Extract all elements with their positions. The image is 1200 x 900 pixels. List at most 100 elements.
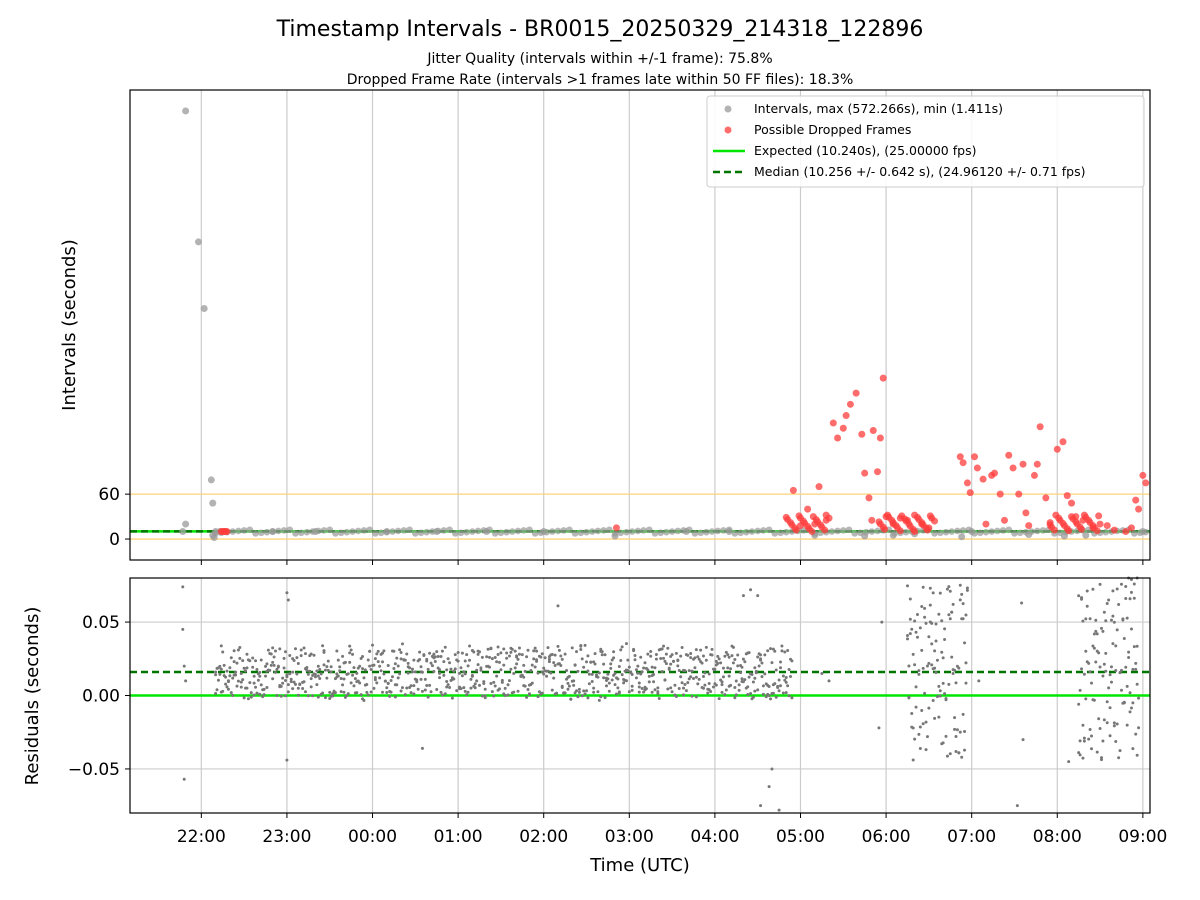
residual-point — [286, 690, 290, 694]
residual-point — [423, 688, 427, 692]
residual-point — [659, 656, 663, 660]
residual-point — [1134, 661, 1138, 665]
interval-point — [509, 528, 516, 535]
residual-point — [609, 666, 613, 670]
residual-point — [1107, 686, 1111, 690]
residual-point — [483, 696, 487, 700]
residual-point — [700, 661, 704, 665]
residual-point — [729, 683, 733, 687]
residual-point — [719, 661, 723, 665]
dropped-frame-point — [1033, 460, 1041, 468]
residual-point — [281, 681, 285, 685]
residual-point — [953, 668, 957, 672]
residual-point — [372, 663, 376, 667]
residual-point — [493, 656, 497, 660]
residual-point — [221, 689, 225, 693]
residual-point — [274, 670, 278, 674]
residual-point — [935, 695, 939, 699]
interval-point — [440, 527, 448, 534]
residual-point — [520, 653, 524, 657]
residual-point — [493, 684, 497, 688]
residual-point — [950, 655, 954, 659]
residual-point — [316, 664, 320, 668]
residual-point — [713, 667, 717, 671]
residual-point — [779, 660, 783, 664]
residual-point — [216, 678, 220, 682]
residual-point — [961, 617, 965, 621]
residual-point — [389, 679, 393, 683]
residual-point — [252, 693, 256, 697]
residual-point — [460, 651, 464, 655]
residual-point — [529, 668, 533, 672]
residual-point — [289, 680, 293, 684]
residual-point — [616, 686, 620, 690]
residual-point — [362, 698, 366, 702]
residual-point — [923, 691, 927, 695]
residual-point — [516, 657, 520, 661]
residual-point — [1088, 670, 1092, 674]
interval-point — [571, 530, 579, 537]
residual-point — [385, 686, 389, 690]
residual-point — [1132, 645, 1136, 649]
residual-point — [1098, 665, 1102, 669]
residual-point — [540, 670, 544, 674]
residual-point — [515, 662, 519, 666]
residual-point — [596, 675, 600, 679]
dropped-frame-point — [973, 464, 981, 472]
residual-point — [419, 677, 423, 681]
residual-point — [1109, 618, 1113, 622]
residual-point — [733, 696, 737, 700]
interval-point — [182, 520, 190, 528]
residual-point — [426, 695, 430, 699]
residual-point — [720, 680, 724, 684]
residual-point — [1081, 619, 1085, 623]
residual-point — [490, 657, 494, 661]
residual-point — [469, 677, 473, 681]
residual-point — [268, 668, 272, 672]
residual-point — [938, 694, 942, 698]
residual-point — [184, 679, 188, 683]
residual-point — [476, 652, 480, 656]
residual-point — [219, 644, 223, 648]
residual-point — [425, 657, 429, 661]
residual-point — [730, 654, 734, 658]
residual-point — [348, 660, 352, 664]
interval-point — [526, 526, 533, 534]
residual-point — [907, 664, 911, 668]
residual-point — [565, 669, 569, 673]
dropped-frame-point — [1095, 512, 1103, 520]
residual-point — [1104, 669, 1108, 673]
residual-point — [917, 732, 921, 736]
interval-point — [537, 529, 545, 537]
residual-point — [435, 688, 439, 692]
residual-point — [516, 689, 520, 693]
residual-point — [400, 642, 404, 646]
residual-point — [1098, 582, 1102, 586]
residual-point — [576, 695, 580, 699]
residual-point — [587, 672, 591, 676]
residual-point — [951, 602, 955, 606]
residual-point — [776, 685, 780, 689]
dropped-frame-point — [879, 374, 887, 382]
residual-point — [318, 668, 322, 672]
interval-point — [958, 533, 966, 541]
residual-point — [292, 658, 296, 662]
residual-point — [239, 685, 243, 689]
residual-point — [660, 647, 664, 651]
residual-point — [672, 659, 676, 663]
residual-point — [238, 646, 242, 650]
residual-point — [497, 687, 501, 691]
residual-point — [420, 746, 424, 750]
residual-point — [602, 676, 606, 680]
residual-point — [593, 662, 597, 666]
residual-point — [680, 645, 684, 649]
residual-point — [433, 659, 437, 663]
residual-point — [1118, 670, 1122, 674]
residual-point — [229, 691, 233, 695]
residual-point — [426, 667, 430, 671]
residual-point — [958, 583, 962, 587]
residual-point — [964, 661, 968, 665]
interval-point — [891, 530, 898, 537]
residuals-y-tick-label: −0.05 — [68, 760, 120, 780]
residual-point — [673, 683, 677, 687]
